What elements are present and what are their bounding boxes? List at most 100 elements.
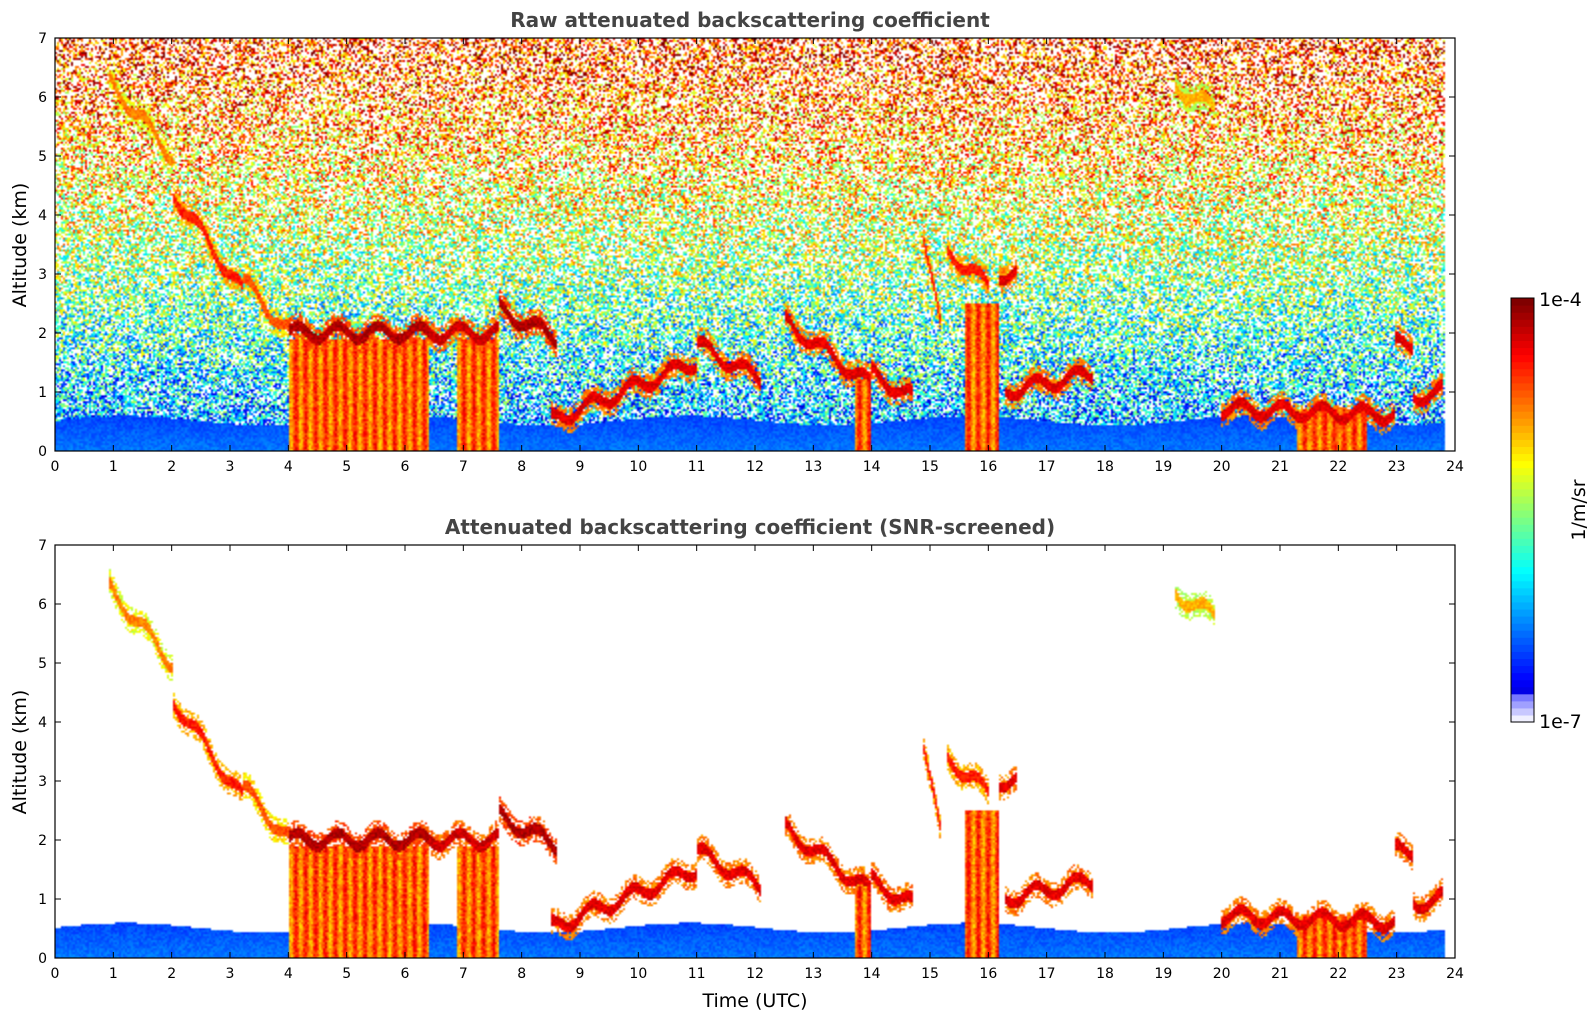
colorbar-step (1511, 460, 1534, 469)
colorbar-min-label: 1e-7 (1539, 711, 1582, 733)
x-tick-label: 2 (167, 966, 176, 982)
x-tick-label: 6 (401, 966, 410, 982)
colorbar-step (1511, 714, 1534, 723)
x-tick-label: 15 (921, 966, 939, 982)
x-tick-label: 5 (342, 459, 351, 475)
colorbar-step (1511, 630, 1534, 638)
heatmap-raw (55, 38, 1455, 451)
x-tick-label: 5 (342, 966, 351, 982)
y-tick-label: 2 (38, 326, 47, 342)
x-tick-label: 21 (1271, 966, 1289, 982)
colorbar-step (1511, 566, 1534, 575)
y-tick-label: 4 (38, 208, 47, 224)
colorbar-step (1511, 538, 1534, 546)
colorbar-step (1511, 418, 1534, 426)
y-tick-label: 3 (38, 267, 47, 283)
y-tick-label: 0 (38, 951, 47, 967)
colorbar-step (1511, 354, 1534, 363)
colorbar-step (1511, 517, 1534, 525)
chart-title-screened: Attenuated backscattering coefficient (S… (445, 515, 1055, 539)
x-ticks-screened: 0 1 2 3 4 5 6 7 8 9 10 11 12 13 14 15 16 17 18 19 20 21 22 23 24 (51, 545, 1464, 982)
x-tick-label: 3 (226, 459, 235, 475)
colorbar-step (1511, 404, 1534, 412)
y-tick-label: 4 (38, 715, 47, 731)
y-tick-label: 6 (38, 90, 47, 106)
x-tick-label: 22 (1329, 459, 1347, 475)
x-tick-label: 24 (1446, 966, 1464, 982)
y-tick-label: 7 (38, 538, 47, 554)
chart-title-raw: Raw attenuated backscattering coefficien… (510, 8, 990, 32)
y-tick-label: 3 (38, 774, 47, 790)
x-tick-label: 14 (863, 459, 881, 475)
y-tick-label: 1 (38, 385, 47, 401)
colorbar-step (1511, 368, 1534, 377)
x-tick-label: 20 (1213, 966, 1231, 982)
x-tick-label: 0 (51, 966, 60, 982)
y-tick-label: 6 (38, 597, 47, 613)
colorbar-step (1511, 637, 1534, 645)
x-tick-label: 2 (167, 459, 176, 475)
colorbar-step (1511, 587, 1534, 596)
y-tick-label: 5 (38, 656, 47, 672)
colorbar-step (1511, 340, 1534, 349)
colorbar-step (1511, 411, 1534, 419)
x-tick-label: 8 (517, 459, 526, 475)
colorbar-frame (1510, 297, 1535, 723)
colorbar-step (1511, 594, 1534, 603)
x-tick-label: 12 (746, 966, 764, 982)
colorbar-step (1511, 474, 1534, 483)
colorbar-step (1511, 446, 1534, 455)
x-tick-label: 0 (51, 459, 60, 475)
x-tick-label: 10 (629, 966, 647, 982)
y-tick-label: 2 (38, 833, 47, 849)
x-tick-label: 11 (688, 966, 706, 982)
colorbar-step (1511, 524, 1534, 532)
colorbar-step (1511, 665, 1534, 674)
x-tick-label: 12 (746, 459, 764, 475)
x-tick-label: 1 (109, 966, 118, 982)
colorbar-step (1511, 333, 1534, 341)
colorbar-step (1511, 389, 1534, 398)
colorbar: 1e-4 1e-7 1/m/sr (1510, 289, 1590, 733)
colorbar-step (1511, 319, 1534, 327)
y-tick-label: 5 (38, 149, 47, 165)
x-ticks-raw: 0 1 2 3 4 5 6 7 8 9 10 11 12 13 14 15 16 17 18 19 20 21 22 23 24 (51, 38, 1464, 475)
x-tick-label: 20 (1213, 459, 1231, 475)
colorbar-step (1511, 375, 1534, 384)
x-tick-label: 1 (109, 459, 118, 475)
x-tick-label: 23 (1388, 966, 1406, 982)
x-tick-label: 9 (576, 459, 585, 475)
x-tick-label: 11 (688, 459, 706, 475)
colorbar-step (1511, 347, 1534, 356)
x-tick-label: 18 (1096, 459, 1114, 475)
colorbar-step (1511, 425, 1534, 433)
colorbar-step (1511, 488, 1534, 497)
colorbar-step (1511, 672, 1534, 681)
x-tick-label: 21 (1271, 459, 1289, 475)
colorbar-step (1511, 580, 1534, 589)
colorbar-step (1511, 608, 1534, 617)
x-tick-label: 22 (1329, 966, 1347, 982)
colorbar-step (1511, 616, 1534, 624)
heatmap-image-raw (55, 38, 1455, 451)
colorbar-step (1511, 510, 1534, 518)
colorbar-step (1511, 495, 1534, 504)
colorbar-step (1511, 623, 1534, 631)
x-tick-label: 7 (459, 459, 468, 475)
x-tick-label: 16 (979, 459, 997, 475)
x-tick-label: 24 (1446, 459, 1464, 475)
x-tick-label: 3 (226, 966, 235, 982)
x-axis-label: Time (UTC) (701, 990, 807, 1012)
colorbar-step (1511, 298, 1534, 306)
panel-raw: Raw attenuated backscattering coefficien… (9, 8, 1464, 475)
x-tick-label: 18 (1096, 966, 1114, 982)
colorbar-step (1511, 679, 1534, 688)
x-tick-label: 10 (629, 459, 647, 475)
colorbar-step (1511, 326, 1534, 334)
colorbar-step (1511, 559, 1534, 568)
x-tick-label: 7 (459, 966, 468, 982)
heatmap-image-screened (55, 545, 1455, 958)
colorbar-step (1511, 644, 1534, 652)
x-tick-label: 4 (284, 459, 293, 475)
colorbar-step (1511, 432, 1534, 440)
